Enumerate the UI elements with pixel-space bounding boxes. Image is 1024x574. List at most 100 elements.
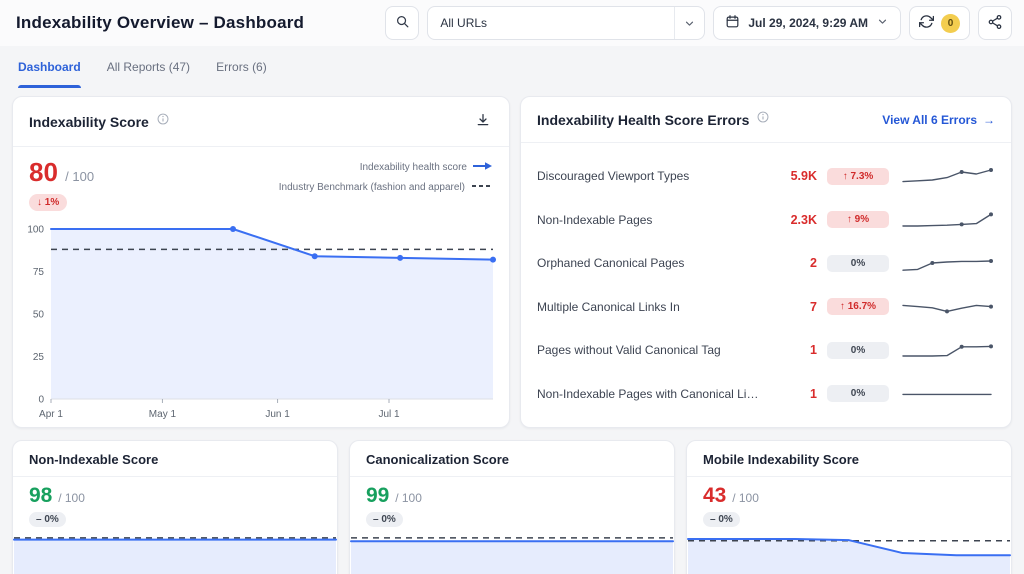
error-sparkline	[899, 293, 995, 321]
legend-health-score: Indexability health score	[360, 161, 493, 174]
card-title: Indexability Score	[29, 113, 149, 130]
main-content: Indexability Score 80 / 100	[0, 88, 1024, 574]
error-count: 2	[810, 256, 817, 271]
svg-text:50: 50	[33, 310, 45, 321]
non-indexable-score-card: Non-Indexable Score 98 / 100 – 0%	[12, 440, 338, 574]
page-title: Indexability Overview – Dashboard	[16, 13, 305, 32]
error-change-badge: ↑ 16.7%	[827, 298, 889, 316]
error-count: 7	[810, 299, 817, 314]
header-controls: All URLs Jul 29, 2024, 9:29 AM 0	[385, 6, 1012, 40]
canonicalization-score-card: Canonicalization Score 99 / 100 – 0%	[349, 440, 675, 574]
error-label: Non-Indexable Pages with Canonical Links…	[537, 386, 763, 401]
mobile-indexability-score-chart	[687, 532, 1011, 574]
download-icon	[475, 112, 491, 131]
arrow-right-icon: →	[983, 112, 995, 127]
refresh-icon	[918, 14, 935, 32]
refresh-button[interactable]: 0	[909, 6, 970, 40]
score-max: / 100	[65, 169, 95, 184]
health-errors-card: Indexability Health Score Errors View Al…	[520, 96, 1012, 428]
non-indexable-score-value: 98 / 100	[29, 484, 85, 507]
error-sparkline	[899, 206, 995, 234]
search-button[interactable]	[385, 6, 420, 40]
share-button[interactable]	[978, 6, 1012, 40]
mobile-indexability-score-card: Mobile Indexability Score 43 / 100 – 0%	[686, 440, 1012, 574]
date-range-value: Jul 29, 2024, 9:29 AM	[748, 16, 868, 30]
tab-bar: Dashboard All Reports (47) Errors (6)	[0, 46, 1024, 88]
legend-benchmark: Industry Benchmark (fashion and apparel)	[279, 181, 493, 194]
score-block: 80 / 100 ↓ 1%	[29, 159, 94, 211]
search-icon	[395, 14, 410, 32]
error-label: Orphaned Canonical Pages	[537, 256, 685, 271]
calendar-icon	[725, 14, 740, 32]
blue-line-legend-icon	[473, 161, 493, 174]
info-icon[interactable]	[756, 110, 770, 129]
error-change-badge: 0%	[827, 254, 889, 272]
error-label: Pages without Valid Canonical Tag	[537, 343, 721, 358]
tab-dashboard[interactable]: Dashboard	[18, 46, 81, 88]
error-row-non-indexable-pages-with-canonical-links[interactable]: Non-Indexable Pages with Canonical Links…	[521, 380, 1011, 408]
error-change-badge: ↑ 9%	[827, 211, 889, 229]
indexability-score-value: 80 / 100	[29, 157, 95, 187]
card-title: Mobile Indexability Score	[703, 452, 860, 467]
card-title: Non-Indexable Score	[29, 452, 159, 467]
chevron-down-icon	[674, 7, 704, 39]
svg-text:25: 25	[33, 352, 45, 363]
error-row-discouraged-viewport-types[interactable]: Discouraged Viewport Types 5.9K ↑ 7.3%	[521, 162, 1011, 190]
error-sparkline	[899, 336, 995, 364]
url-filter-value: All URLs	[440, 16, 488, 30]
error-count: 1	[810, 386, 817, 401]
error-label: Discouraged Viewport Types	[537, 169, 690, 184]
svg-text:Jul 1: Jul 1	[378, 409, 400, 420]
share-icon	[987, 14, 1003, 33]
canonicalization-score-chart	[350, 532, 674, 574]
error-list: Discouraged Viewport Types 5.9K ↑ 7.3% N…	[521, 143, 1011, 427]
error-sparkline	[899, 162, 995, 190]
download-button[interactable]	[473, 110, 493, 133]
canonicalization-score-value: 99 / 100	[366, 484, 422, 507]
url-filter-select[interactable]: All URLs	[427, 6, 706, 40]
tab-errors-label: Errors (6)	[216, 60, 267, 74]
error-label: Multiple Canonical Links In	[537, 299, 680, 314]
score-max: / 100	[395, 491, 422, 505]
error-row-pages-without-valid-canonical-tag[interactable]: Pages without Valid Canonical Tag 1 0%	[521, 336, 1011, 364]
score-change-badge: ↓ 1%	[29, 194, 68, 211]
error-change-badge: ↑ 7.3%	[827, 167, 889, 185]
svg-text:100: 100	[27, 225, 44, 236]
view-all-errors-link[interactable]: View All 6 Errors →	[882, 113, 995, 127]
error-sparkline	[899, 249, 995, 277]
score-change-badge: – 0%	[366, 512, 403, 527]
error-sparkline	[899, 380, 995, 408]
error-row-multiple-canonical-links-in[interactable]: Multiple Canonical Links In 7 ↑ 16.7%	[521, 293, 1011, 321]
score-change-badge: – 0%	[29, 512, 66, 527]
indexability-score-chart: Apr 1 May 1 Jun 1 Jul 1 100 75 50 25 0	[25, 221, 497, 421]
error-change-badge: 0%	[827, 385, 889, 403]
error-row-orphaned-canonical-pages[interactable]: Orphaned Canonical Pages 2 0%	[521, 249, 1011, 277]
dashed-line-legend-icon	[471, 181, 493, 194]
tab-all-reports[interactable]: All Reports (47)	[107, 46, 190, 88]
card-title: Indexability Health Score Errors	[537, 111, 750, 128]
error-label: Non-Indexable Pages	[537, 212, 653, 227]
date-range-picker[interactable]: Jul 29, 2024, 9:29 AM	[713, 6, 901, 40]
error-count: 2.3K	[790, 212, 817, 227]
legend-benchmark-label: Industry Benchmark (fashion and apparel)	[278, 182, 465, 193]
svg-text:Apr 1: Apr 1	[39, 409, 63, 420]
card-title: Canonicalization Score	[366, 452, 510, 467]
view-all-errors-label: View All 6 Errors	[882, 112, 977, 127]
score-change-badge: – 0%	[703, 512, 740, 527]
error-row-non-indexable-pages[interactable]: Non-Indexable Pages 2.3K ↑ 9%	[521, 206, 1011, 234]
info-icon[interactable]	[156, 112, 170, 131]
score-max: / 100	[732, 491, 759, 505]
tab-dashboard-label: Dashboard	[18, 60, 81, 74]
error-count: 1	[810, 343, 817, 358]
error-change-badge: 0%	[827, 341, 889, 359]
top-header: Indexability Overview – Dashboard All UR…	[0, 0, 1024, 46]
tab-errors[interactable]: Errors (6)	[216, 46, 267, 88]
mobile-indexability-score-value: 43 / 100	[703, 484, 759, 507]
score-max: / 100	[58, 491, 85, 505]
legend-health-score-label: Indexability health score	[359, 162, 467, 173]
svg-text:0: 0	[38, 395, 44, 406]
chevron-down-icon	[876, 15, 889, 31]
non-indexable-score-chart	[13, 532, 337, 574]
svg-text:Jun 1: Jun 1	[265, 409, 290, 420]
